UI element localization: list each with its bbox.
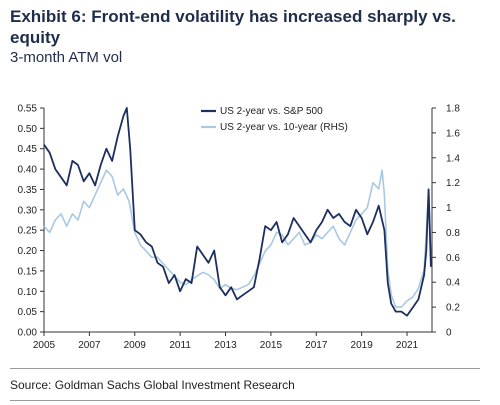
y-right-tick-label: 0.8: [446, 228, 460, 239]
y-left-tick-label: 0.30: [18, 205, 38, 216]
chart-subtitle: 3-month ATM vol: [10, 49, 123, 66]
y-right-tick-label: 1: [446, 203, 452, 214]
x-tick-label: 2005: [33, 340, 56, 351]
legend: US 2-year vs. S&P 500 US 2-year vs. 10-y…: [201, 106, 348, 133]
source-note: Source: Goldman Sachs Global Investment …: [10, 378, 295, 392]
series-layer: [43, 107, 432, 317]
x-tick-label: 2013: [214, 340, 237, 351]
bottom-divider: [10, 400, 480, 401]
y-right-tick-label: 0.6: [446, 253, 460, 264]
y-right-tick-label: 1.4: [446, 153, 460, 164]
y-left-tick-label: 0.35: [18, 185, 38, 196]
y-left-tick-label: 0.55: [18, 104, 38, 115]
axes: 0.000.050.100.150.200.250.300.350.400.45…: [18, 104, 461, 352]
legend-label-us2y-spx: US 2-year vs. S&P 500: [220, 106, 323, 117]
y-left-tick-label: 0.50: [18, 124, 38, 135]
page-title: Exhibit 6: Front-end volatility has incr…: [10, 7, 456, 47]
x-tick-label: 2011: [169, 340, 191, 351]
x-tick-label: 2009: [124, 340, 147, 351]
series-line-us2y-10y: [43, 169, 432, 308]
y-left-tick-label: 0.15: [18, 266, 38, 277]
legend-label-us2y-10y: US 2-year vs. 10-year (RHS): [220, 122, 348, 133]
x-tick-label: 2019: [351, 340, 374, 351]
y-right-tick-label: 0.2: [446, 303, 460, 314]
x-tick-label: 2017: [305, 340, 328, 351]
x-tick-label: 2021: [396, 340, 419, 351]
y-right-tick-label: 1.8: [446, 104, 460, 115]
y-left-tick-label: 0.05: [18, 307, 38, 318]
footer-divider: [10, 368, 480, 369]
x-tick-label: 2015: [260, 340, 283, 351]
x-tick-label: 2007: [78, 340, 101, 351]
y-right-tick-label: 1.2: [446, 178, 460, 189]
y-left-tick-label: 0.10: [18, 287, 38, 298]
y-left-tick-label: 0.40: [18, 165, 38, 176]
y-right-tick-label: 0: [446, 328, 452, 339]
series-line-us2y-spx: [43, 107, 432, 317]
y-left-tick-label: 0.25: [18, 226, 38, 237]
y-left-tick-label: 0.20: [18, 246, 38, 257]
y-right-tick-label: 1.6: [446, 128, 460, 139]
y-left-tick-label: 0.45: [18, 144, 38, 155]
y-left-tick-label: 0.00: [18, 328, 38, 339]
y-right-tick-label: 0.4: [446, 278, 460, 289]
